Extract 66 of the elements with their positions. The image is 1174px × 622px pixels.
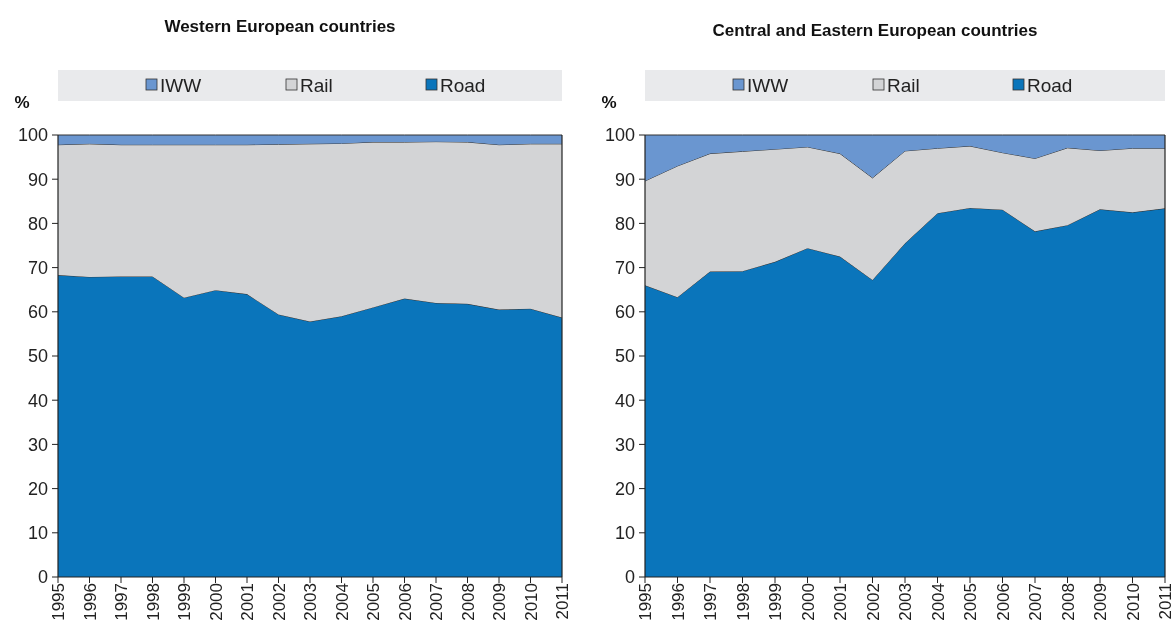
x-tick-label: 1999	[766, 583, 785, 621]
x-tick-label: 2007	[427, 583, 446, 621]
y-tick-label: 20	[614, 478, 635, 499]
x-tick-label: 2008	[458, 583, 478, 621]
x-tick-label: 2009	[1091, 583, 1110, 621]
y-tick-label: 80	[27, 213, 48, 234]
x-tick-label: 2003	[896, 583, 915, 621]
x-tick-label: 1996	[668, 583, 688, 621]
legend-label: IWW	[160, 75, 202, 96]
x-tick-label: 2005	[364, 583, 383, 621]
x-tick-label: 2011	[553, 583, 572, 620]
y-tick-label: 90	[614, 169, 635, 190]
y-tick-label: 0	[624, 567, 635, 588]
x-tick-label: 2006	[395, 583, 415, 621]
y-tick-label: 70	[614, 257, 635, 278]
x-tick-label: 2010	[1123, 583, 1143, 621]
y-tick-label: 100	[604, 125, 635, 146]
y-tick-label: 40	[27, 390, 48, 411]
legend-label: Road	[440, 75, 486, 96]
y-tick-label: 0	[37, 567, 48, 588]
x-tick-label: 1997	[701, 583, 720, 621]
x-tick-label: 1998	[143, 583, 163, 621]
y-tick-label: 50	[614, 346, 635, 367]
x-tick-label: 2010	[521, 583, 541, 621]
y-axis-title: %	[601, 93, 617, 112]
y-axis-title: %	[14, 93, 30, 112]
x-tick-label: 2007	[1026, 583, 1045, 621]
x-tick-label: 1996	[80, 583, 100, 621]
x-tick-label: 2002	[269, 583, 289, 621]
x-tick-label: 1999	[175, 583, 194, 621]
x-tick-label: 2006	[993, 583, 1013, 621]
y-tick-label: 60	[614, 302, 635, 323]
x-tick-label: 1997	[112, 583, 131, 621]
y-tick-label: 40	[614, 390, 635, 411]
legend-label: Rail	[887, 75, 920, 96]
x-tick-label: 2003	[301, 583, 320, 621]
x-tick-label: 2009	[490, 583, 509, 621]
y-tick-label: 10	[27, 523, 48, 544]
x-tick-label: 2004	[928, 583, 948, 621]
x-tick-label: 2001	[238, 583, 257, 621]
legend-label: Road	[1027, 75, 1073, 96]
y-tick-label: 30	[614, 434, 635, 455]
chart-title: Central and Eastern European countries	[712, 21, 1038, 40]
x-tick-label: 2005	[961, 583, 980, 621]
x-tick-label: 2008	[1058, 583, 1078, 621]
x-tick-label: 2004	[332, 583, 352, 621]
chart-title: Western European countries	[164, 17, 396, 36]
x-tick-label: 2011	[1156, 583, 1174, 620]
y-tick-label: 50	[27, 346, 48, 367]
x-tick-label: 1998	[733, 583, 753, 621]
x-tick-label: 1995	[49, 583, 68, 621]
y-tick-label: 70	[27, 257, 48, 278]
x-tick-label: 2000	[798, 583, 818, 621]
x-tick-label: 1995	[636, 583, 655, 621]
legend-label: IWW	[747, 75, 789, 96]
y-tick-label: 10	[614, 523, 635, 544]
y-tick-label: 30	[27, 434, 48, 455]
x-tick-label: 2001	[831, 583, 850, 621]
y-tick-label: 80	[614, 213, 635, 234]
y-tick-label: 20	[27, 478, 48, 499]
y-tick-label: 90	[27, 169, 48, 190]
legend-label: Rail	[300, 75, 333, 96]
y-tick-label: 100	[17, 125, 48, 146]
x-tick-label: 2002	[863, 583, 883, 621]
y-tick-label: 60	[27, 302, 48, 323]
x-tick-label: 2000	[206, 583, 226, 621]
